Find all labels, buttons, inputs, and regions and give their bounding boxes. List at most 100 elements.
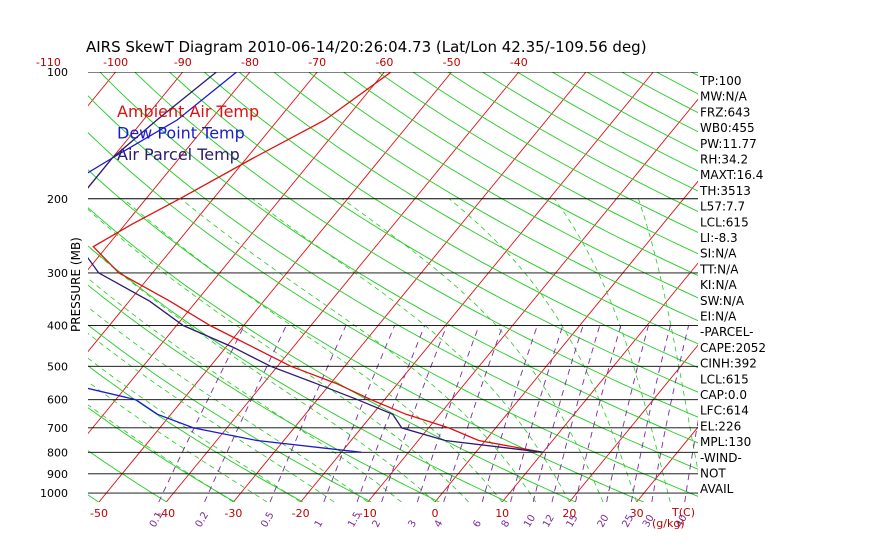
stat-item: MW:N/A bbox=[700, 90, 748, 104]
dry-adiabat-line bbox=[517, 72, 698, 172]
top-temp-tick-label: -60 bbox=[375, 56, 393, 69]
series-line-ambient-air-temp bbox=[92, 72, 544, 453]
mixing-ratio-line bbox=[481, 325, 538, 502]
mixing-ratio-tick-label: 12 bbox=[541, 513, 557, 530]
mixing-ratio-tick-label: 1 bbox=[313, 518, 326, 529]
mixing-ratio-tick-label: 10 bbox=[522, 513, 538, 530]
stat-item: SI:N/A bbox=[700, 247, 737, 261]
stat-item: -WIND- bbox=[700, 451, 742, 465]
stat-item: TH:3513 bbox=[699, 184, 751, 198]
top-temp-tick-label: -110 bbox=[36, 56, 61, 69]
pressure-tick-label: 400 bbox=[47, 320, 68, 333]
dry-adiabat-line bbox=[656, 72, 698, 95]
bottom-temp-tick-label: 0 bbox=[432, 507, 439, 520]
pressure-gridlines bbox=[88, 72, 698, 494]
stat-item: TT:N/A bbox=[699, 262, 739, 276]
bottom-temp-tick-label: -50 bbox=[90, 507, 108, 520]
dry-adiabat-line bbox=[273, 72, 698, 322]
pressure-tick-label: 800 bbox=[47, 446, 68, 459]
isotherm-line bbox=[88, 72, 385, 435]
dry-adiabat-line bbox=[447, 72, 698, 213]
moist-adiabat-line bbox=[88, 381, 268, 502]
bottom-temp-tick-label: 30 bbox=[630, 507, 644, 520]
mixing-ratio-line bbox=[551, 325, 601, 502]
pressure-tick-label: 300 bbox=[47, 267, 68, 280]
pressure-tick-label: 1000 bbox=[40, 487, 68, 500]
dry-adiabat-line bbox=[88, 494, 99, 502]
stat-item: -PARCEL- bbox=[700, 325, 754, 339]
mixing-ratio-line bbox=[381, 325, 448, 502]
stat-item: RH:34.2 bbox=[700, 153, 748, 167]
top-temp-tick-label: -50 bbox=[443, 56, 461, 69]
moist-adiabat-line bbox=[341, 198, 604, 502]
bottom-temp-tick-label: -40 bbox=[157, 507, 175, 520]
dry-adiabat-line bbox=[482, 72, 698, 192]
dry-adiabat-line bbox=[169, 72, 698, 393]
bottom-temp-tick-label: -10 bbox=[359, 507, 377, 520]
dry-adiabat-line bbox=[377, 72, 698, 255]
mixing-ratio-line bbox=[269, 325, 347, 502]
bottom-temp-tick-labels: -50 -40 -30 -20 -10 0 10 20 30 bbox=[90, 507, 644, 520]
isotherm-line bbox=[88, 72, 251, 271]
stat-item: EI:N/A bbox=[700, 310, 737, 324]
y-axis-label: PRESSURE (MB) bbox=[69, 237, 83, 332]
stat-item: KI:N/A bbox=[700, 278, 737, 292]
dry-adiabat-line bbox=[88, 169, 644, 502]
dry-adiabat-line bbox=[412, 72, 698, 233]
series-layer bbox=[88, 72, 544, 453]
top-temp-tick-label: -100 bbox=[103, 56, 128, 69]
dry-adiabat-line bbox=[343, 72, 698, 277]
dry-adiabat-line bbox=[88, 132, 698, 497]
stat-item: FRZ:643 bbox=[700, 105, 750, 119]
isotherm-line bbox=[88, 72, 318, 353]
isotherm-line bbox=[771, 72, 870, 502]
moist-adiabat-lines bbox=[88, 198, 698, 502]
mixing-ratio-line bbox=[684, 419, 698, 502]
pressure-tick-labels: 100 200 300 400 500 600 700 800 900 1000 bbox=[40, 66, 68, 500]
mixing-ratio-line bbox=[510, 325, 564, 502]
top-temp-tick-label: -70 bbox=[308, 56, 326, 69]
stat-item: LCL:615 bbox=[700, 372, 749, 386]
stat-item: MAXT:16.4 bbox=[700, 168, 763, 182]
mixing-ratio-unit-label: (g/kg) bbox=[652, 517, 685, 530]
stat-item: LCL:615 bbox=[700, 215, 749, 229]
mixing-ratio-line bbox=[204, 325, 287, 502]
dry-adiabat-line bbox=[88, 95, 698, 470]
legend: Ambient Air Temp Dew Point Temp Air Parcel… bbox=[117, 102, 259, 164]
moist-adiabat-line bbox=[88, 332, 335, 502]
mixing-ratio-tick-label: 0.2 bbox=[194, 510, 211, 529]
dry-adiabat-line bbox=[88, 407, 236, 502]
plot-area bbox=[88, 72, 870, 502]
moist-adiabat-line bbox=[88, 245, 436, 502]
stat-item: PW:11.77 bbox=[700, 137, 757, 151]
dry-adiabat-line bbox=[308, 72, 698, 299]
stat-item: WB0:455 bbox=[700, 121, 755, 135]
dry-adiabat-line bbox=[203, 72, 698, 369]
x-unit-label: T(C) bbox=[671, 506, 695, 519]
dry-adiabat-line bbox=[88, 245, 508, 502]
stat-item: SW:N/A bbox=[700, 294, 745, 308]
stat-item: EL:226 bbox=[700, 419, 741, 433]
dry-adiabat-line bbox=[88, 365, 304, 502]
pressure-tick-label: 700 bbox=[47, 422, 68, 435]
isotherm-line bbox=[501, 262, 698, 502]
mixing-ratio-line bbox=[606, 325, 649, 502]
mixing-ratio-tick-label: 4 bbox=[433, 518, 446, 529]
dry-adiabat-lines bbox=[88, 72, 698, 502]
isotherm-line bbox=[569, 344, 698, 502]
bottom-temp-tick-label: -20 bbox=[292, 507, 310, 520]
legend-entry: Air Parcel Temp bbox=[117, 145, 240, 164]
dry-adiabat-line bbox=[99, 72, 698, 444]
stat-item: TP:100 bbox=[699, 74, 742, 88]
dry-adiabat-line bbox=[134, 72, 698, 418]
moist-adiabat-line bbox=[88, 357, 301, 502]
moist-adiabat-line bbox=[449, 198, 637, 502]
moist-adiabat-line bbox=[554, 198, 671, 502]
mixing-ratio-tick-label: 3 bbox=[406, 518, 419, 529]
moist-adiabat-line bbox=[88, 277, 402, 502]
chart-title: AIRS SkewT Diagram 2010-06-14/20:26:04.7… bbox=[86, 38, 647, 56]
stat-item: LI:-8.3 bbox=[700, 231, 738, 245]
mixing-ratio-tick-label: 6 bbox=[471, 518, 484, 529]
stat-item: CAP:0.0 bbox=[700, 388, 747, 402]
